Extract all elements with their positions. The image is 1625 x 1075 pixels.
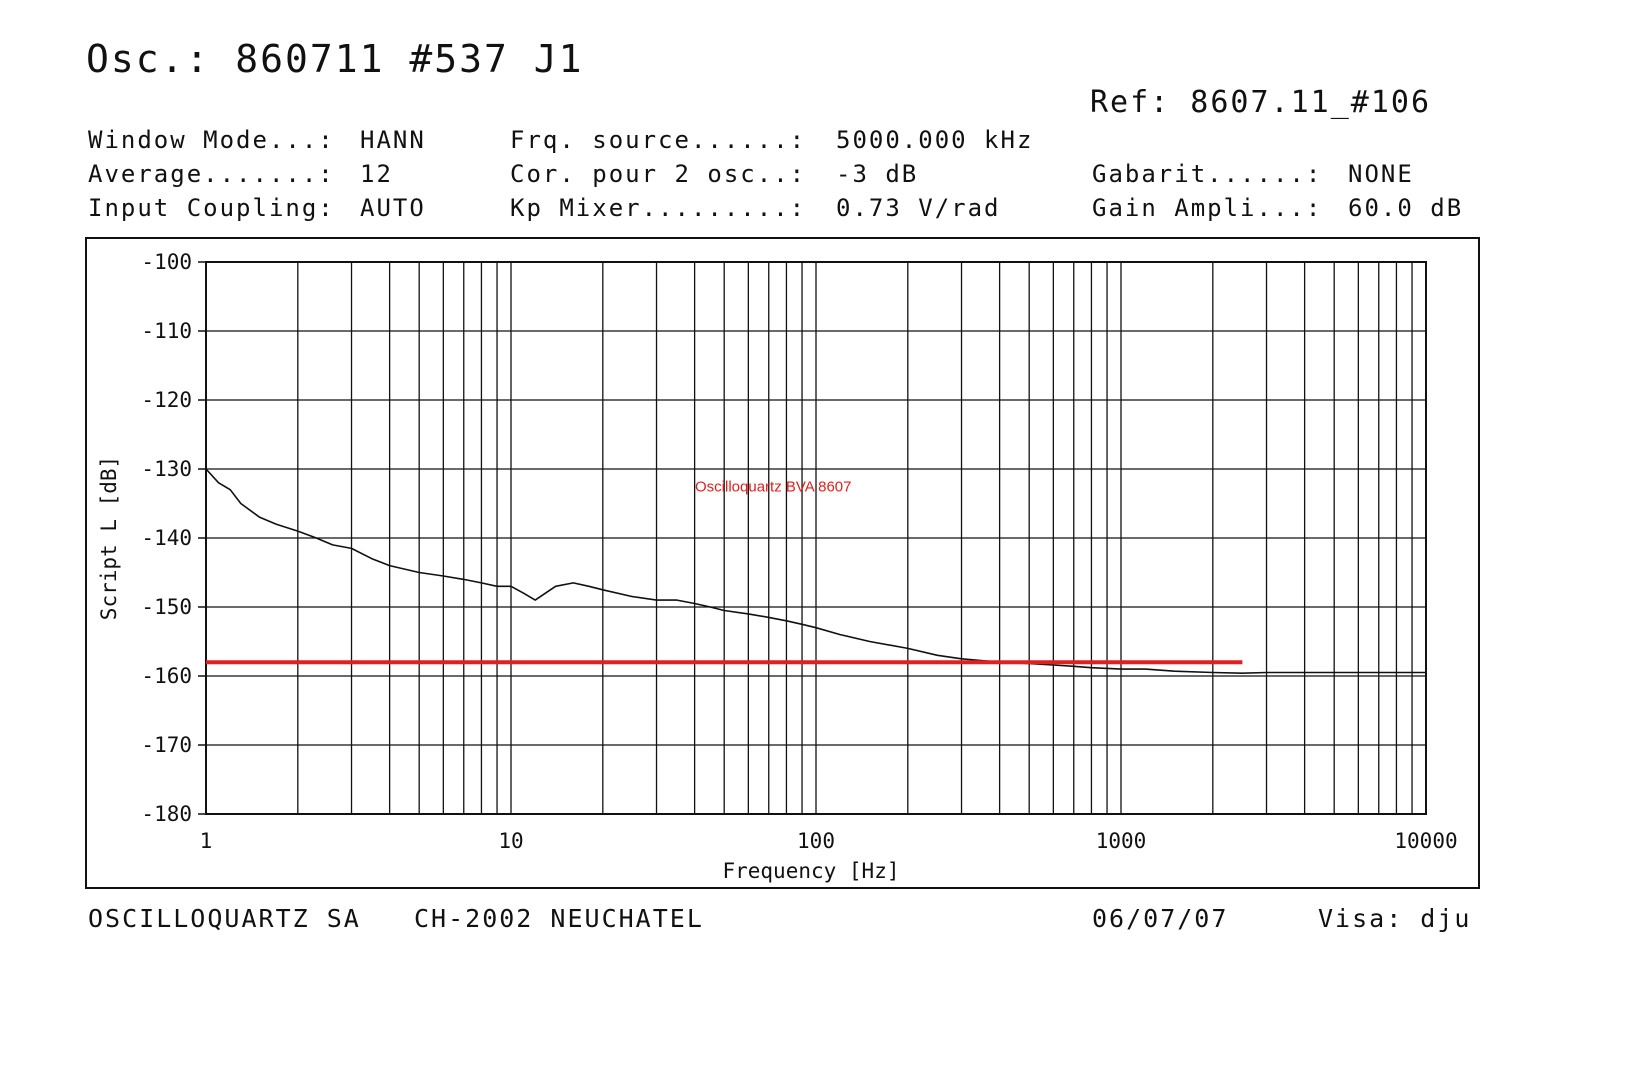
y-tick-label: -110 — [141, 319, 192, 343]
x-tick-label: 10000 — [1394, 829, 1457, 853]
x-tick-label: 10 — [498, 829, 523, 853]
chart-annotation: Oscilloquartz BVA 8607 — [695, 479, 851, 496]
y-axis-label: Script L [dB] — [97, 456, 121, 620]
param-correction-label: Cor. pour 2 osc..: — [510, 160, 807, 188]
param-window-mode-label: Window Mode...: — [88, 126, 335, 154]
footer-location: CH-2002 NEUCHATEL — [414, 904, 704, 933]
y-tick-label: -180 — [141, 802, 192, 826]
param-average-label: Average.......: — [88, 160, 335, 188]
param-gabarit-value: NONE — [1348, 160, 1414, 188]
chart-frame — [85, 237, 1480, 889]
param-kp-mixer-label: Kp Mixer.........: — [510, 194, 807, 222]
y-tick-label: -100 — [141, 250, 192, 274]
x-tick-label: 1 — [200, 829, 213, 853]
footer-date: 06/07/07 — [1092, 904, 1229, 933]
y-tick-label: -130 — [141, 457, 192, 481]
param-input-coupling-value: AUTO — [360, 194, 426, 222]
param-frq-source-label: Frq. source......: — [510, 126, 807, 154]
param-window-mode-value: HANN — [360, 126, 426, 154]
noise-spectrum-line — [205, 468, 1426, 675]
y-tick-label: -120 — [141, 388, 192, 412]
param-input-coupling-label: Input Coupling: — [88, 194, 335, 222]
x-tick-label: 100 — [797, 829, 835, 853]
param-gain-ampli-label: Gain Ampli...: — [1092, 194, 1323, 222]
osc-title: Osc.: 860711 #537 J1 — [86, 37, 584, 81]
param-frq-source-value: 5000.000 kHz — [836, 126, 1034, 154]
reference: Ref: 8607.11_#106 — [1090, 85, 1432, 120]
param-gabarit-label: Gabarit......: — [1092, 160, 1323, 188]
grid-lines — [206, 262, 1426, 814]
param-average-value: 12 — [360, 160, 393, 188]
y-tick-label: -150 — [141, 595, 192, 619]
x-axis-label: Frequency [Hz] — [722, 859, 899, 883]
x-tick-label: 1000 — [1096, 829, 1147, 853]
y-tick-label: -140 — [141, 526, 192, 550]
y-tick-label: -160 — [141, 664, 192, 688]
param-kp-mixer-value: 0.73 V/rad — [836, 194, 1001, 222]
param-gain-ampli-value: 60.0 dB — [1348, 194, 1464, 222]
footer-company: OSCILLOQUARTZ SA — [88, 904, 361, 933]
axis-ticks: -100 -110 -120 -130 -140 -150 -160 -170 -180 1 10 1… — [141, 250, 1457, 853]
y-tick-label: -170 — [141, 733, 192, 757]
series-layer — [205, 468, 1426, 675]
footer-visa: Visa: dju — [1318, 904, 1472, 933]
param-correction-value: -3 dB — [836, 160, 919, 188]
